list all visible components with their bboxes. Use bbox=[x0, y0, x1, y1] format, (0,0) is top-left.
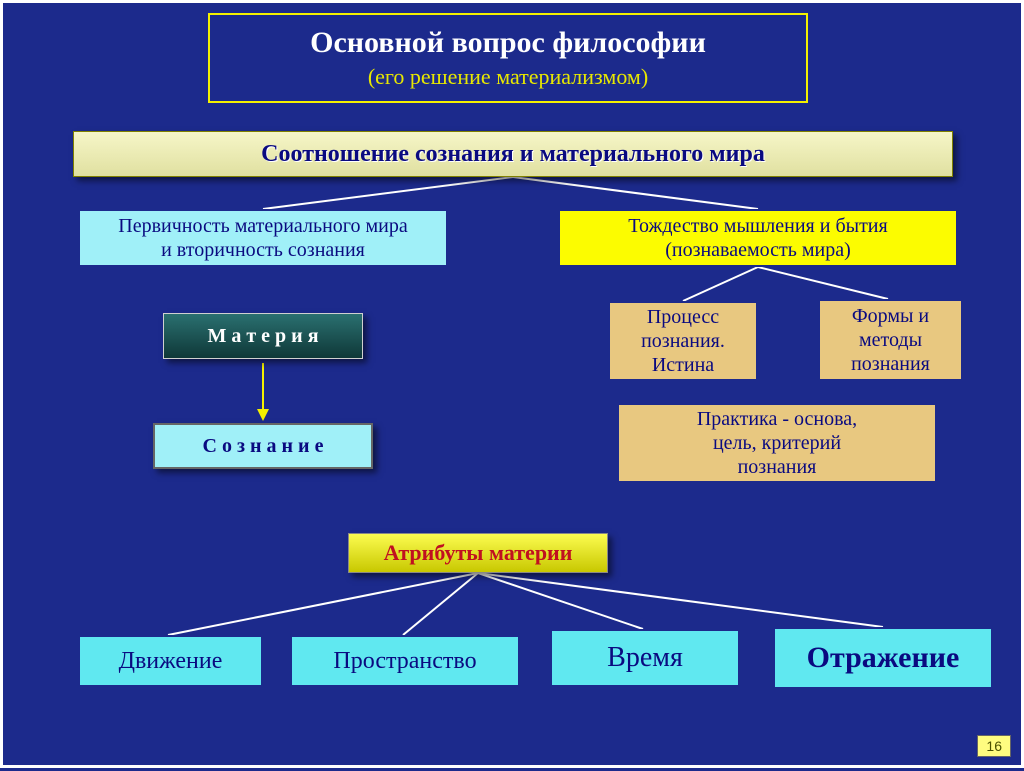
subtitle-box: Соотношение сознания и материального мир… bbox=[73, 131, 953, 177]
title-box: Основной вопрос философии (его решение ма… bbox=[208, 13, 808, 103]
attribute-0: Движение bbox=[78, 635, 263, 687]
right-child-0: Процесспознания.Истина bbox=[608, 301, 758, 381]
matter-box: М а т е р и я bbox=[163, 313, 363, 359]
attributes-title-box: Атрибуты материи bbox=[348, 533, 608, 573]
branch-left-box: Первичность материального мираи вторично… bbox=[78, 209, 448, 267]
title-line2: (его решение материализмом) bbox=[368, 64, 648, 90]
page-number: 16 bbox=[977, 735, 1011, 757]
attribute-3: Отражение bbox=[773, 627, 993, 689]
consciousness-box: С о з н а н и е bbox=[153, 423, 373, 469]
branch-right-box: Тождество мышления и бытия(познаваемость… bbox=[558, 209, 958, 267]
attribute-2: Время bbox=[550, 629, 740, 687]
right-child-2: Практика - основа,цель, критерийпознания bbox=[617, 403, 937, 483]
title-line1: Основной вопрос философии bbox=[310, 26, 706, 60]
attribute-1: Пространство bbox=[290, 635, 520, 687]
right-child-1: Формы иметодыпознания bbox=[818, 299, 963, 381]
